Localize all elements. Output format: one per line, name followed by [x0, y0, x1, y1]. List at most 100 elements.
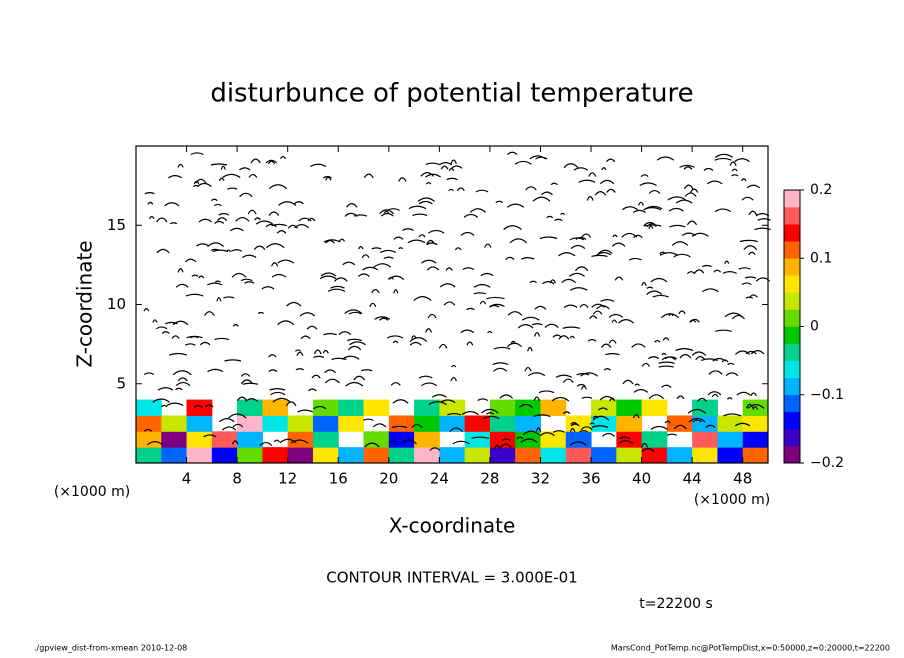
- x-tick-label: 40: [632, 470, 651, 488]
- field-cell: [237, 415, 263, 432]
- colorbar-segment: [784, 258, 800, 276]
- field-cell: [742, 415, 769, 432]
- colorbar-tick-label: 0: [810, 319, 819, 335]
- field-cell: [641, 431, 668, 448]
- field-cell: [414, 431, 440, 448]
- x-tick-label: 32: [531, 470, 550, 488]
- field-cell: [262, 399, 289, 416]
- field-cell: [388, 431, 415, 448]
- colorbar-segment: [784, 292, 800, 310]
- field-cell: [742, 399, 769, 416]
- field-cell: [136, 415, 162, 432]
- x-tick-label: 48: [733, 470, 752, 488]
- field-cell: [439, 447, 466, 464]
- x-tick-label: 24: [430, 470, 449, 488]
- x-tick-label: 4: [182, 470, 192, 488]
- field-cell: [312, 431, 339, 448]
- colorbar-tick-label: −0.2: [810, 455, 844, 471]
- field-cell: [666, 447, 693, 464]
- field-cell: [464, 447, 491, 464]
- field-cell: [692, 399, 718, 416]
- field-cell: [439, 415, 466, 432]
- footer-left: ./gpview_dist-from-xmean 2010-12-08: [34, 644, 187, 653]
- colorbar-segment: [784, 445, 800, 464]
- field-cell: [414, 415, 440, 432]
- field-cell: [363, 399, 390, 416]
- field-cell: [136, 431, 162, 448]
- field-cell: [641, 447, 668, 464]
- field-cell: [161, 415, 188, 432]
- field-cell: [616, 431, 643, 448]
- field-cell: [742, 447, 769, 464]
- colorbar-tick-label: −0.1: [810, 387, 844, 403]
- colorbar-segment: [784, 394, 800, 413]
- field-cell: [287, 431, 314, 448]
- field-cell: [186, 447, 213, 464]
- field-cell: [692, 447, 718, 464]
- colorbar-segment: [784, 309, 800, 327]
- field-cell: [312, 399, 339, 416]
- field-cell: [565, 447, 592, 464]
- field-cell: [616, 415, 643, 432]
- field-cell: [136, 399, 162, 416]
- field-cell: [666, 415, 693, 432]
- field-cell: [287, 447, 314, 464]
- field-cell: [515, 399, 541, 416]
- field-cell: [262, 447, 289, 464]
- colorbar-tick-label: 0.2: [810, 182, 832, 198]
- field-cell: [186, 399, 213, 416]
- field-cell: [616, 447, 643, 464]
- x-tick-label: 36: [581, 470, 600, 488]
- y-tick-label: 15: [107, 216, 126, 234]
- field-cell: [464, 415, 491, 432]
- field-cell: [742, 431, 769, 448]
- field-cell: [161, 431, 188, 448]
- colorbar-segment: [784, 411, 800, 430]
- colorbar-segment: [784, 343, 800, 361]
- field-cell: [136, 447, 162, 464]
- field-cell: [338, 399, 365, 416]
- field-cell: [237, 447, 263, 464]
- field-cell: [515, 415, 541, 432]
- field-cell: [489, 415, 516, 432]
- field-cell: [565, 415, 592, 432]
- time-note: t=22200 s: [639, 596, 713, 612]
- field-cell: [717, 431, 744, 448]
- field-cell: [414, 447, 440, 464]
- field-cell: [717, 415, 744, 432]
- field-cell: [287, 415, 314, 432]
- field-cell: [692, 431, 718, 448]
- field-cell: [363, 447, 390, 464]
- field-cell: [464, 431, 491, 448]
- x-tick-label: 12: [278, 470, 297, 488]
- field-cell: [641, 399, 668, 416]
- colorbar-segment: [784, 377, 800, 396]
- field-cell: [388, 447, 415, 464]
- field-cell: [312, 447, 339, 464]
- field-cell: [312, 415, 339, 432]
- x-tick-label: 28: [480, 470, 499, 488]
- field-cell: [591, 415, 617, 432]
- y-tick-label: 5: [116, 374, 126, 392]
- colorbar-segment: [784, 275, 800, 293]
- footer-right: MarsCond_PotTemp.nc@PotTempDist,x=0:5000…: [611, 644, 890, 653]
- contour-note: CONTOUR INTERVAL = 3.000E-01: [326, 569, 577, 587]
- field-cell: [591, 447, 617, 464]
- field-cell: [717, 447, 744, 464]
- y-axis-label: Z-coordinate: [73, 240, 97, 367]
- field-cell: [540, 431, 567, 448]
- field-cell: [211, 447, 238, 464]
- colorbar-segment: [784, 360, 800, 378]
- x-tick-label: 44: [683, 470, 702, 488]
- field-cell: [211, 431, 238, 448]
- colorbar-segment: [784, 190, 800, 208]
- field-cell: [540, 399, 567, 416]
- field-cell: [186, 431, 213, 448]
- field-cell: [338, 415, 365, 432]
- x-unit-right: (×1000 m): [694, 492, 770, 508]
- field-cell: [414, 399, 440, 416]
- colorbar-segment: [784, 326, 800, 344]
- colorbar-segment: [784, 241, 800, 259]
